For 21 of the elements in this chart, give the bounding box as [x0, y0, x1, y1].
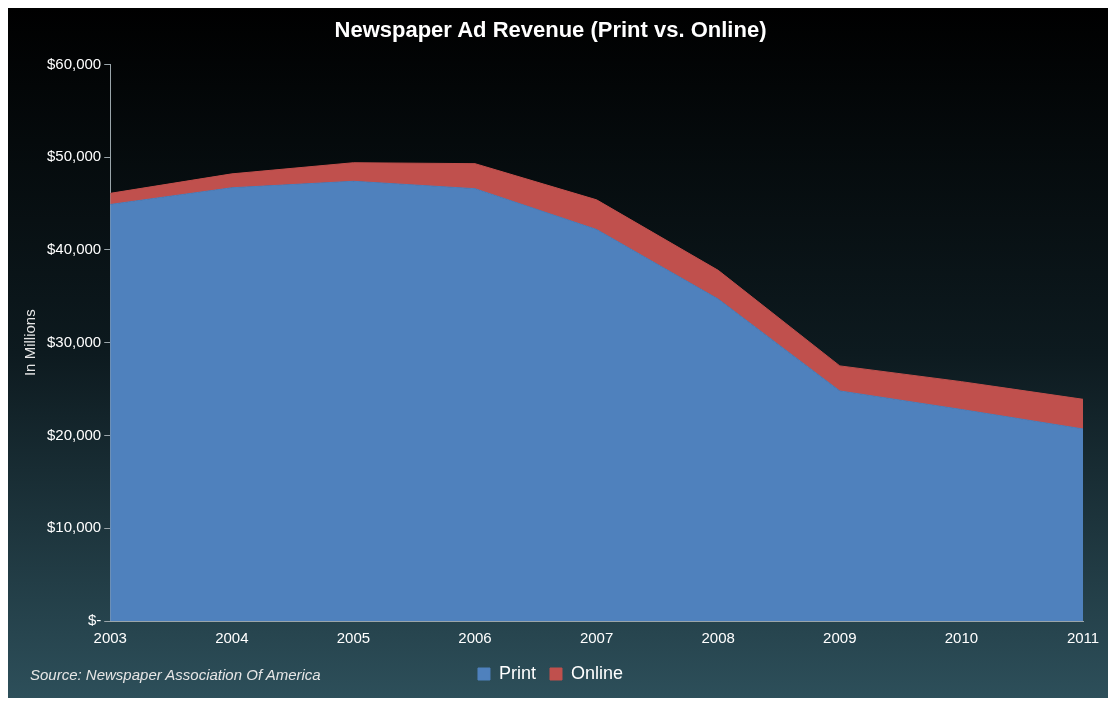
y-tick-label: $20,000	[46, 425, 102, 443]
y-tick-label: $-	[87, 611, 102, 629]
y-tick-label: $10,000	[46, 518, 102, 536]
y-tick-label: $60,000	[46, 54, 102, 72]
x-tick-label: 2007	[579, 629, 614, 647]
y-tick-label: $30,000	[46, 332, 102, 350]
y-axis-title: In Millions	[21, 309, 39, 377]
legend-label: Online	[570, 662, 624, 683]
x-tick-label: 2006	[458, 629, 492, 647]
y-tick-label: $50,000	[46, 147, 102, 165]
x-tick-label: 2011	[1066, 629, 1100, 647]
x-tick-label: 2004	[215, 629, 249, 647]
source-note: Source: Newspaper Association Of America	[30, 666, 321, 684]
x-tick-label: 2008	[701, 629, 735, 647]
chart-title: Newspaper Ad Revenue (Print vs. Online)	[334, 17, 767, 43]
x-tick-label: 2010	[944, 629, 979, 647]
y-tick-label: $40,000	[46, 240, 102, 258]
x-tick-label: 2003	[93, 629, 127, 647]
x-tick-label: 2005	[336, 629, 371, 647]
x-tick-label: 2009	[823, 629, 857, 647]
legend-label: Print	[498, 662, 536, 683]
